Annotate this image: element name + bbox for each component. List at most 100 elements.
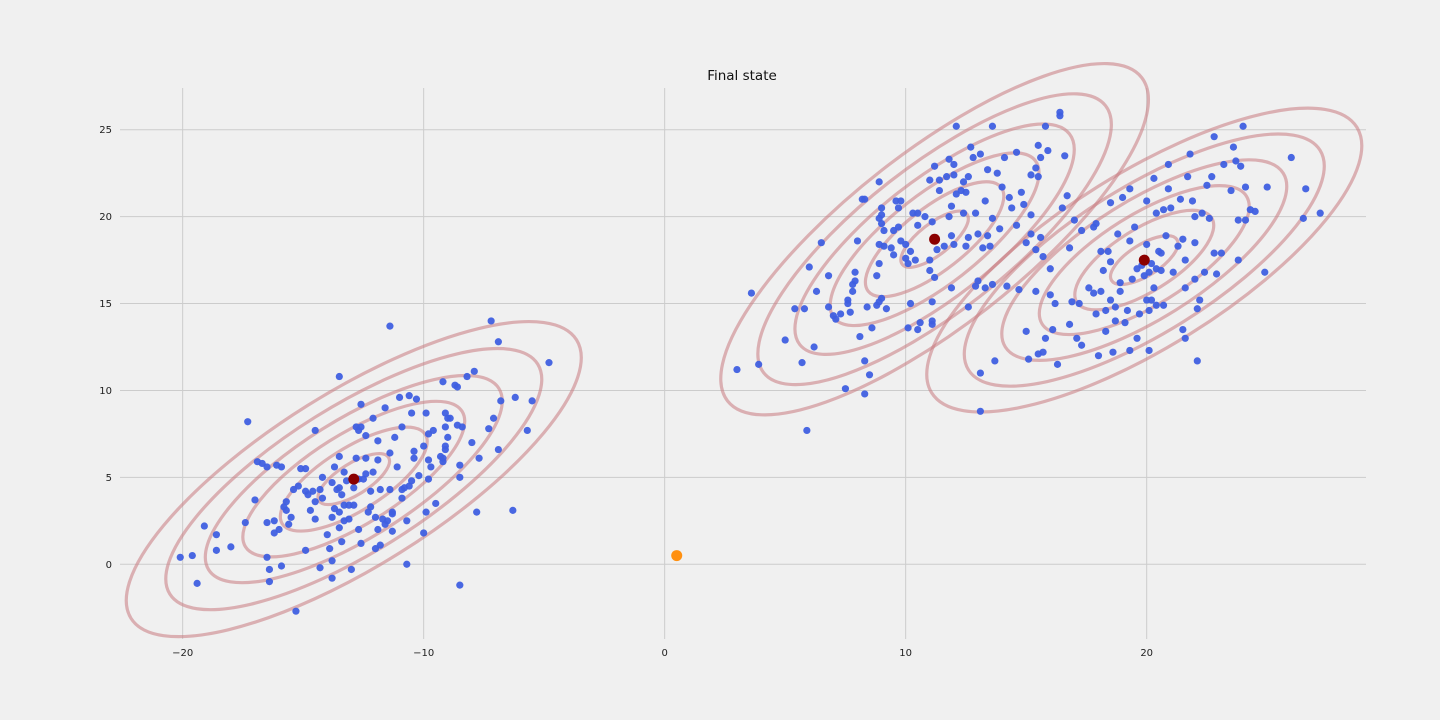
data-point [1022, 239, 1030, 247]
data-point [362, 432, 370, 440]
data-point [1034, 173, 1042, 181]
data-point [906, 247, 915, 255]
data-point [1012, 148, 1021, 156]
data-point [306, 506, 314, 514]
data-points [176, 108, 1324, 615]
data-point [1041, 334, 1050, 342]
data-point [1208, 173, 1216, 181]
contour-ellipse [925, 106, 1364, 414]
contour-ellipse [793, 122, 1076, 357]
data-point [976, 407, 984, 415]
y-tick-label: 0 [106, 560, 112, 571]
data-point [1008, 204, 1016, 212]
data-point [326, 545, 334, 553]
data-point [976, 150, 984, 158]
data-point [1176, 195, 1185, 203]
data-point [369, 414, 377, 422]
data-point [335, 524, 343, 532]
x-tick-label: −20 [172, 648, 193, 659]
data-point [1073, 334, 1081, 342]
data-point [323, 531, 331, 539]
data-point [1022, 327, 1030, 335]
data-point [528, 397, 536, 405]
data-point [369, 468, 377, 476]
data-point [497, 397, 505, 405]
data-point [947, 202, 956, 210]
data-point [1203, 181, 1211, 189]
data-point [1181, 284, 1189, 292]
data-point [1063, 192, 1071, 200]
contour-ellipse [719, 61, 1151, 417]
data-point [1061, 152, 1069, 160]
data-point [328, 574, 336, 582]
data-point [959, 209, 968, 217]
data-point [1005, 193, 1013, 202]
data-point [1174, 242, 1182, 250]
data-point [1020, 200, 1028, 209]
data-point [388, 510, 396, 518]
data-point [873, 272, 881, 280]
data-point [817, 239, 825, 247]
data-point [287, 513, 295, 521]
data-point [1017, 188, 1025, 196]
data-point [1053, 360, 1062, 368]
data-point [926, 266, 934, 275]
data-point [468, 438, 476, 447]
contour-ellipse [124, 319, 583, 639]
data-point [947, 284, 956, 292]
data-point [1049, 326, 1057, 334]
centroid-point [929, 233, 941, 245]
data-point [962, 242, 970, 250]
data-point [453, 383, 462, 391]
data-point [487, 317, 495, 325]
data-point [347, 565, 355, 574]
data-point [410, 454, 418, 462]
data-point [316, 564, 324, 572]
x-tick-label: 20 [1140, 648, 1153, 659]
data-point [1227, 186, 1235, 195]
data-point [1157, 266, 1165, 275]
data-point [294, 482, 302, 490]
data-point [1051, 299, 1059, 308]
data-point [1075, 299, 1083, 308]
data-point [974, 230, 982, 238]
data-point [367, 487, 375, 495]
data-point [381, 404, 389, 412]
data-point [212, 546, 221, 554]
data-point [328, 478, 336, 487]
data-point [914, 221, 922, 229]
data-point [1039, 253, 1047, 261]
data-point [282, 506, 290, 514]
data-point [851, 268, 859, 276]
data-point [1133, 334, 1141, 342]
data-point [494, 338, 502, 346]
data-point [1164, 185, 1172, 193]
data-point [945, 155, 953, 163]
data-point [1037, 233, 1045, 242]
data-point [890, 251, 898, 259]
data-point [432, 499, 440, 508]
data-point [383, 517, 392, 525]
data-point [933, 246, 941, 254]
outlier-marker [671, 550, 683, 562]
data-point [849, 287, 857, 295]
data-point [1152, 301, 1160, 309]
data-point [395, 393, 404, 401]
data-point [991, 357, 999, 365]
data-point [463, 372, 471, 381]
data-point [1145, 306, 1153, 315]
data-point [1179, 235, 1187, 243]
data-point [1302, 185, 1310, 193]
data-point [277, 562, 286, 570]
data-point [311, 498, 319, 506]
data-point [328, 513, 336, 521]
data-point [947, 232, 956, 240]
x-tick-label: 0 [661, 648, 667, 659]
data-point [427, 463, 435, 471]
chart-title: Final state [707, 68, 777, 84]
data-point [403, 560, 411, 568]
data-point [984, 232, 992, 240]
centroid-point [348, 473, 360, 485]
data-point [988, 280, 997, 289]
data-point [316, 485, 324, 494]
